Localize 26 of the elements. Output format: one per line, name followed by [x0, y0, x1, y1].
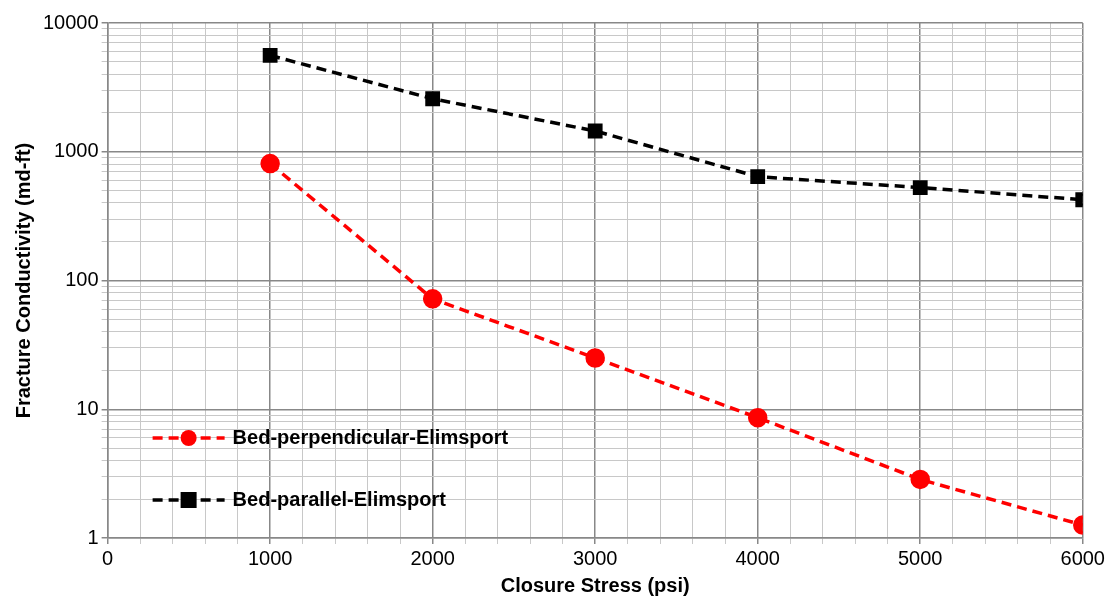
point: [747, 407, 768, 428]
point: [585, 348, 605, 368]
point: [750, 169, 766, 185]
y-tick-label: 1: [87, 525, 99, 548]
x-tick-label: 5000: [897, 546, 943, 569]
x-tick-label: 4000: [735, 546, 780, 569]
point: [422, 289, 443, 309]
point: [910, 469, 930, 490]
x-tick-label: 6000: [1060, 546, 1105, 569]
x-tick-label: 3000: [572, 546, 618, 569]
x-axis-title: Closure Stress (psi): [500, 573, 690, 596]
x-tick-label: 2000: [410, 546, 455, 569]
x-tick-label: 1000: [247, 546, 293, 569]
y-axis-title: Fracture Conductivity (md-ft): [11, 142, 34, 419]
point: [260, 153, 280, 174]
y-tick-label: 1000: [54, 139, 99, 162]
legend-label: Bed-parallel-Elimsport: [232, 487, 447, 510]
point: [587, 123, 603, 139]
point: [912, 180, 928, 195]
legend-label: Bed-perpendicular-Elimsport: [232, 425, 509, 448]
y-tick-label: 10000: [42, 10, 99, 33]
x-tick-label: 0: [102, 546, 114, 569]
y-tick-label: 10: [76, 396, 99, 419]
point: [262, 48, 278, 63]
point: [425, 91, 441, 107]
y-tick-label: 100: [65, 268, 99, 291]
